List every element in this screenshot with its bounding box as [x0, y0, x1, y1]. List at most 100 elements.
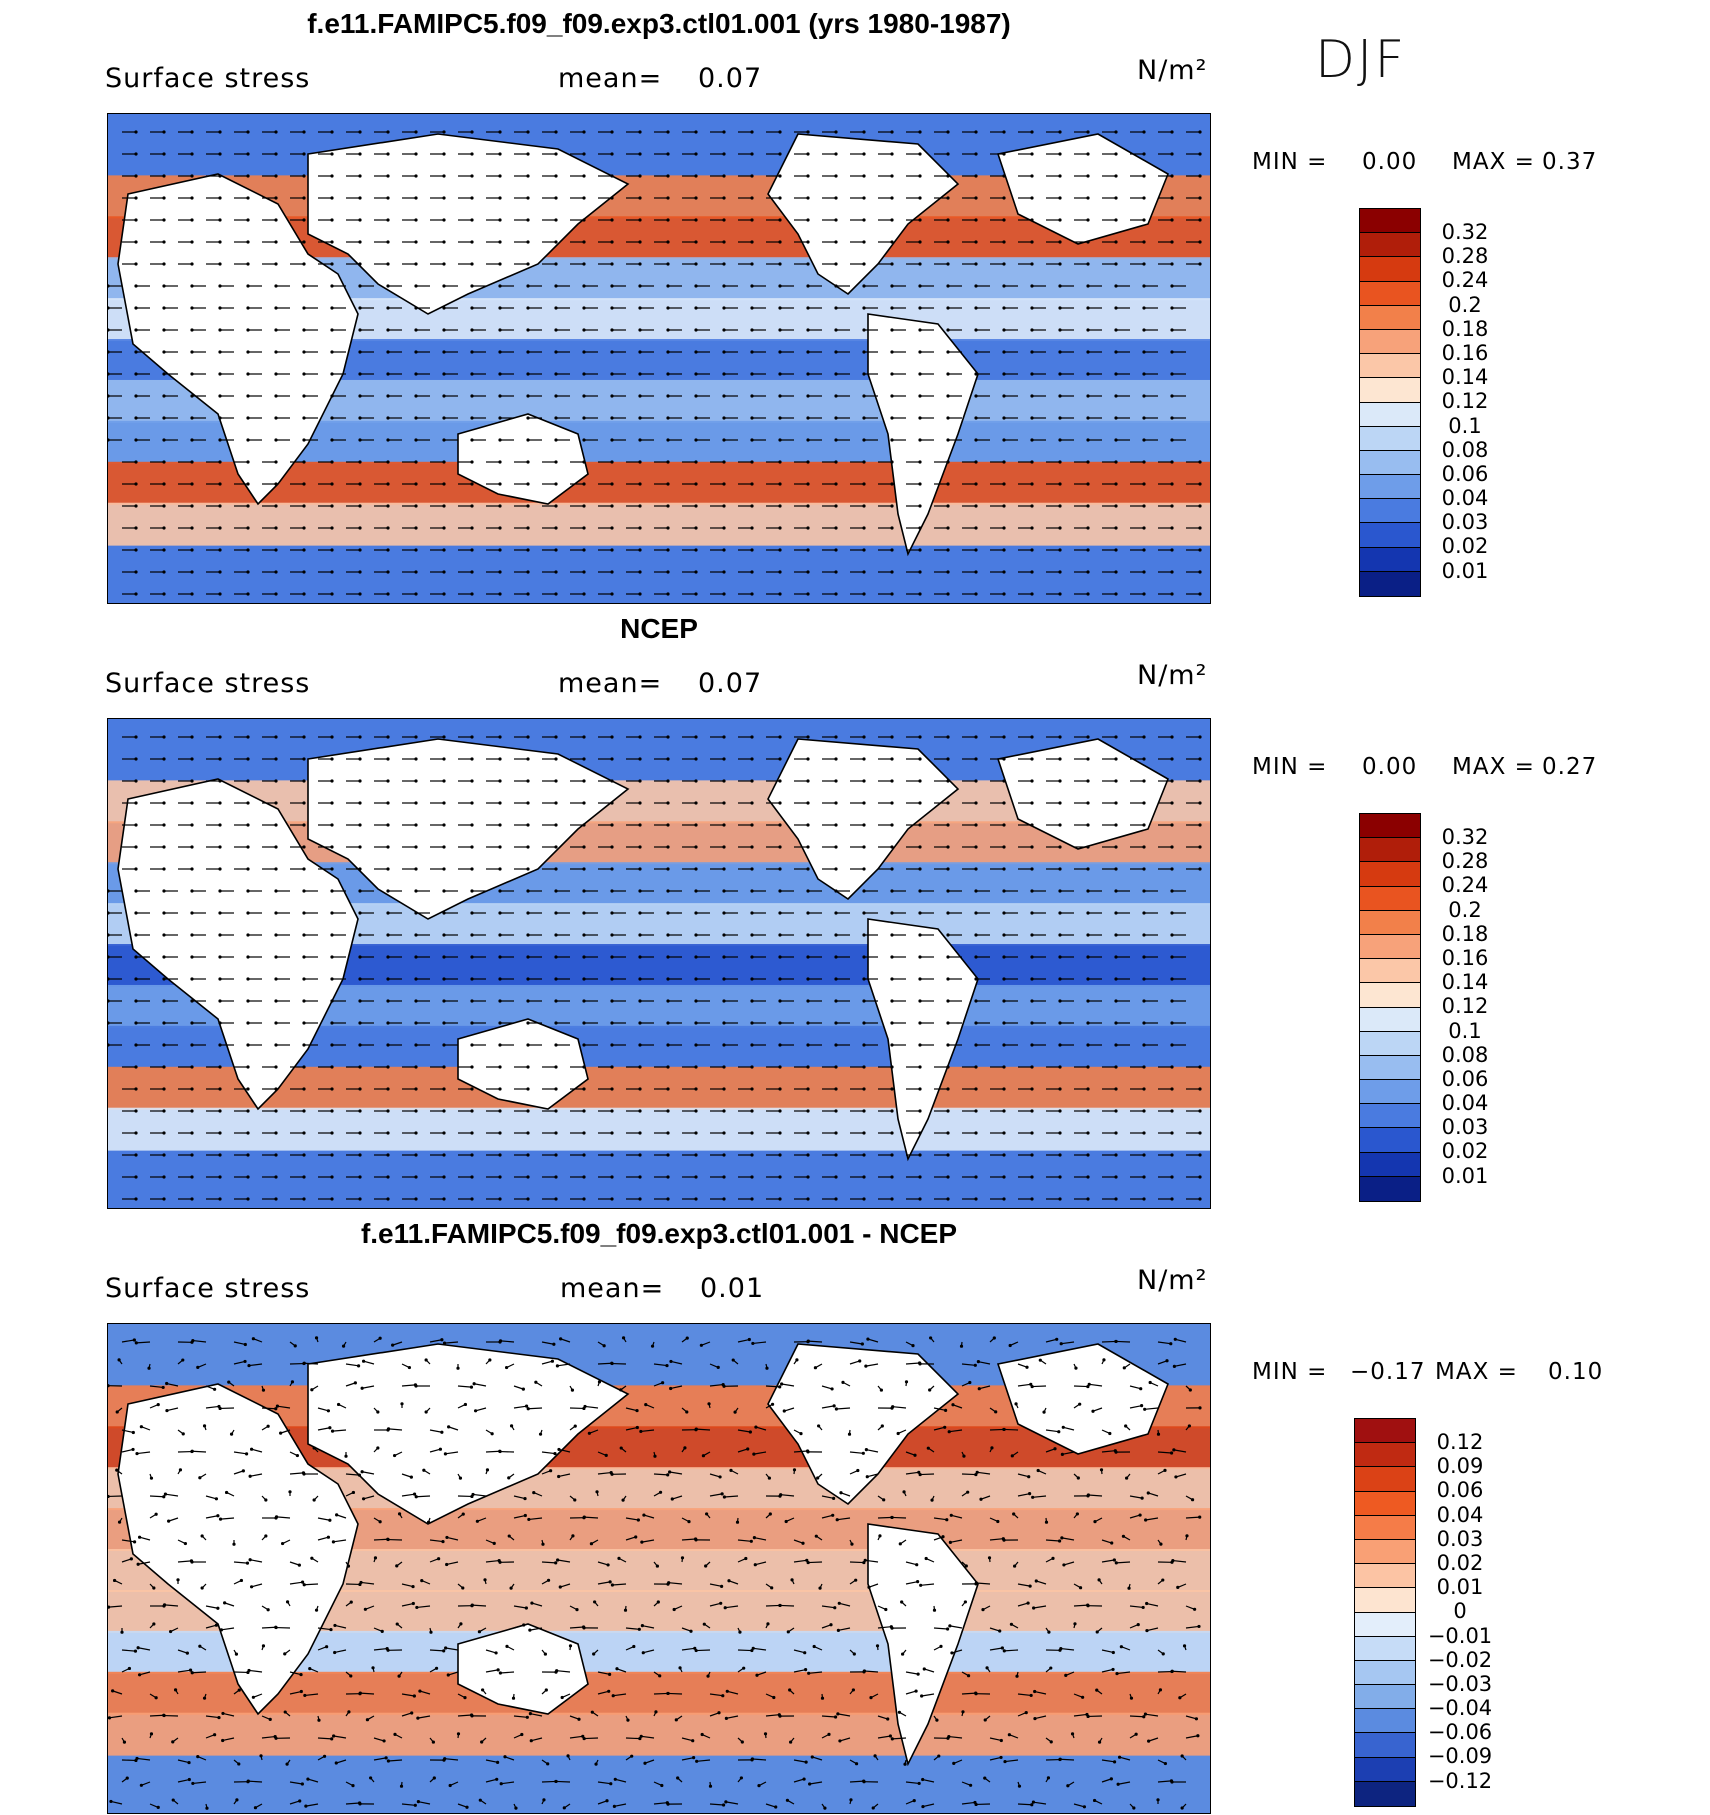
stress-vector-head [1114, 350, 1118, 354]
stress-vector-head [1170, 1065, 1174, 1069]
stress-vector-head [890, 911, 894, 915]
stress-vector [1172, 1559, 1187, 1563]
stress-vector-head [411, 1584, 415, 1589]
coastline [457, 1018, 589, 1110]
stress-vector-head [918, 845, 922, 849]
stress-vector-head [470, 416, 474, 420]
stress-vector [951, 1649, 963, 1654]
stress-vector-head [330, 482, 334, 486]
stress-vector-head [358, 757, 362, 761]
stress-vector-head [218, 757, 222, 761]
stress-vector [989, 1647, 1003, 1651]
stress-vector-head [386, 482, 390, 486]
stress-vector-head [162, 1021, 166, 1025]
stress-vector-head [470, 955, 474, 959]
stress-vector-head [134, 174, 138, 178]
colorbar-swatch [1360, 499, 1420, 524]
stress-vector-head [666, 1043, 670, 1047]
stress-vector-head [750, 460, 754, 464]
stress-vector-head [722, 1109, 726, 1113]
coastline [307, 738, 630, 920]
stress-vector-head [1170, 262, 1174, 266]
stress-vector-head [866, 1337, 870, 1341]
stress-vector-head [862, 306, 866, 310]
stress-vector [905, 1581, 918, 1585]
stress-vector-head [218, 196, 222, 200]
min-value: 0.00 [1362, 149, 1418, 175]
colorbar-tick-label: 0.06 [1441, 1066, 1489, 1091]
stress-vector-head [862, 394, 866, 398]
stress-vector-head [442, 1175, 446, 1179]
stress-vector-head [778, 306, 782, 310]
stress-vector-head [862, 933, 866, 937]
stress-vector-head [950, 1651, 954, 1655]
stress-vector-head [554, 735, 558, 739]
stress-vector-head [918, 1197, 922, 1201]
stress-vector-head [974, 152, 978, 156]
stress-vector-head [939, 1644, 943, 1648]
stress-vector-head [946, 196, 950, 200]
stress-vector-head [806, 955, 810, 959]
stress-vector-head [246, 350, 250, 354]
stress-vector-head [1086, 328, 1090, 332]
stress-vector-head [302, 526, 306, 530]
stress-vector-head [1030, 350, 1034, 354]
stress-vector-head [1057, 1539, 1062, 1543]
stress-vector-head [610, 328, 614, 332]
stress-vector-head [217, 1715, 221, 1720]
stress-vector-head [302, 350, 306, 354]
stress-vector-head [834, 284, 838, 288]
stress-vector-head [638, 504, 642, 508]
stress-vector-head [946, 218, 950, 222]
stress-vector-head [302, 306, 306, 310]
stress-vector-head [302, 779, 306, 783]
stress-vector-head [812, 1644, 816, 1649]
stress-vector [304, 1583, 319, 1586]
stress-vector-head [162, 504, 166, 508]
stress-vector-head [414, 592, 418, 596]
stress-vector-head [302, 1197, 306, 1201]
stress-vector-head [274, 1153, 278, 1157]
stress-vector-head [1087, 1382, 1091, 1386]
stress-vector-head [190, 1153, 194, 1157]
stress-vector-head [1115, 1671, 1119, 1676]
stress-vector-head [134, 152, 138, 156]
stress-vector-head [554, 1087, 558, 1091]
stress-vector [1129, 1514, 1141, 1519]
stress-vector-head [442, 1197, 446, 1201]
stress-vector-head [1114, 284, 1118, 288]
stress-vector-head [946, 1087, 950, 1091]
stress-vector-head [511, 1696, 516, 1700]
stress-vector-head [1119, 1645, 1123, 1649]
stress-vector-head [358, 196, 362, 200]
stress-vector-head [1198, 1065, 1202, 1069]
stress-vector-head [134, 284, 138, 288]
stress-vector-head [358, 394, 362, 398]
stress-vector-head [694, 592, 698, 596]
stress-vector-head [778, 1021, 782, 1025]
stress-vector-head [778, 889, 782, 893]
stress-vector [513, 1514, 526, 1519]
stress-vector-head [1002, 1065, 1006, 1069]
stress-vector-head [386, 262, 390, 266]
stress-vector [1017, 1602, 1029, 1607]
stress-vector-head [665, 1363, 669, 1368]
stress-vector-head [526, 911, 530, 915]
stress-vector-head [528, 1628, 532, 1632]
stress-vector-head [134, 416, 138, 420]
stress-vector-head [162, 548, 166, 552]
stress-vector-head [974, 845, 978, 849]
stress-vector [821, 1514, 833, 1519]
stress-vector-head [442, 438, 446, 442]
stress-vector-head [1086, 1714, 1090, 1719]
stress-vector-head [274, 482, 278, 486]
stress-vector-head [861, 1451, 865, 1455]
stress-vector-head [704, 1564, 708, 1568]
stress-vector-head [442, 350, 446, 354]
stress-vector-head [1161, 1578, 1165, 1582]
stress-vector-head [806, 306, 810, 310]
stress-vector-head [1170, 933, 1174, 937]
stress-vector-head [1030, 867, 1034, 871]
coastline [767, 1343, 960, 1506]
stress-vector-head [1114, 977, 1118, 981]
